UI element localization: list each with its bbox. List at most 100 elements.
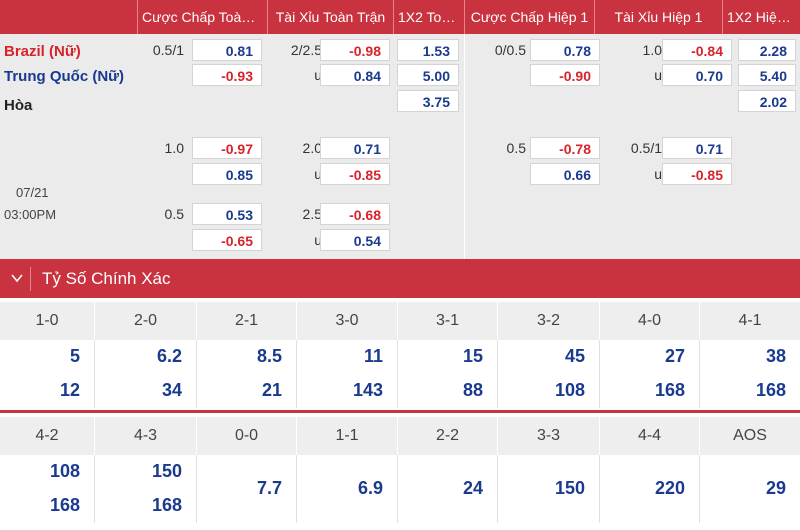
ou-ft-under-odds[interactable]: 0.84 [320, 64, 390, 86]
chevron-down-icon[interactable] [10, 271, 24, 285]
alt2-ah-ft-away-odds[interactable]: -0.65 [192, 229, 262, 251]
alt1-ah-ft-away-odds[interactable]: 0.85 [192, 163, 262, 185]
spacer [0, 413, 800, 417]
ou-ft-over-odds[interactable]: -0.98 [320, 39, 390, 61]
ah-h1-home-odds[interactable]: 0.78 [530, 39, 600, 61]
x12-ft-draw-odds[interactable]: 3.75 [397, 90, 459, 112]
home-score-odds[interactable]: 15 [462, 346, 483, 366]
score-label: 4-2 [0, 417, 95, 455]
score-cell: 6.9 [297, 455, 398, 523]
ah-h1-away-odds[interactable]: -0.90 [530, 64, 600, 86]
away-score-odds[interactable]: 21 [261, 380, 282, 400]
away-score-odds[interactable]: 108 [554, 380, 585, 400]
draw-score-odds[interactable]: 150 [554, 478, 585, 498]
ah-ft-home-odds[interactable]: 0.81 [192, 39, 262, 61]
home-score-odds[interactable]: 6.2 [156, 346, 182, 366]
alt1-ou-ft-line: 2.0 [302, 140, 322, 156]
home-score-odds[interactable]: 150 [151, 461, 182, 481]
ah-ft-away-odds[interactable]: -0.93 [192, 64, 262, 86]
away-score-odds[interactable]: 34 [161, 380, 182, 400]
home-score-odds[interactable]: 38 [765, 346, 786, 366]
alt1-ou-h1-over-odds[interactable]: 0.71 [662, 137, 732, 159]
away-score-odds[interactable]: 12 [59, 380, 80, 400]
home-score-odds[interactable]: 8.5 [256, 346, 282, 366]
draw-score-odds[interactable]: 7.7 [256, 478, 282, 498]
aos-odds[interactable]: 29 [765, 478, 786, 498]
away-score-odds[interactable]: 168 [654, 380, 685, 400]
score-cell: 220 [600, 455, 700, 523]
home-score-odds[interactable]: 5 [69, 346, 80, 366]
ah-h1-line: 0/0.5 [494, 42, 526, 58]
correct-score-section-header[interactable]: Tỷ Số Chính Xác [0, 259, 800, 298]
spacer [0, 298, 800, 302]
x12-h1-draw-odds[interactable]: 2.02 [738, 90, 796, 112]
score-cell: 150 [498, 455, 600, 523]
draw-label: Hòa [4, 97, 33, 114]
score-label: 3-1 [398, 302, 498, 340]
score-label: AOS [733, 427, 767, 444]
draw-score-odds[interactable]: 24 [462, 478, 483, 498]
ou-h1-under-label: u [654, 67, 662, 83]
alt2-ou-ft-line: 2.5 [302, 206, 322, 222]
ou-h1-under-odds[interactable]: 0.70 [662, 64, 732, 86]
alt1-ah-ft-home-odds[interactable]: -0.97 [192, 137, 262, 159]
draw-score-odds[interactable]: 220 [654, 478, 685, 498]
score-label: 3-3 [498, 417, 600, 455]
away-team-name[interactable]: Trung Quốc (Nữ) [4, 68, 125, 85]
alt2-ou-ft-over-odds[interactable]: -0.68 [320, 203, 390, 225]
ou-ft-under-label: u [314, 67, 322, 83]
score-cell: 7.7 [197, 455, 297, 523]
score-label: 2-2 [398, 417, 498, 455]
home-team-name[interactable]: Brazil (Nữ) [4, 43, 81, 60]
away-score-odds[interactable]: 168 [755, 380, 786, 400]
score-cell: 27 168 [600, 340, 700, 408]
ou-ft-line: 2/2.5 [290, 42, 322, 58]
away-score-odds[interactable]: 88 [462, 380, 483, 400]
home-score-odds[interactable]: 11 [363, 346, 383, 366]
alt2-ah-ft-line: 0.5 [164, 206, 184, 222]
score-cell: 6.2 34 [95, 340, 197, 408]
score-label: 4-3 [95, 417, 197, 455]
x12-ft-home-odds[interactable]: 1.53 [397, 39, 459, 61]
score-label: 2-0 [95, 302, 197, 340]
away-score-odds[interactable]: 168 [49, 495, 80, 515]
alt1-ah-h1-away-odds[interactable]: 0.66 [530, 163, 600, 185]
ah-ft-line: 0.5/1 [152, 42, 184, 58]
ou-h1-over-odds[interactable]: -0.84 [662, 39, 732, 61]
row-divider [0, 410, 800, 413]
header-ah-full[interactable]: Cược Chấp Toàn Trận [138, 0, 268, 34]
alt1-ou-ft-over-odds[interactable]: 0.71 [320, 137, 390, 159]
score-label: 3-2 [498, 302, 600, 340]
away-score-odds[interactable]: 143 [352, 380, 383, 400]
header-ou-full[interactable]: Tài Xỉu Toàn Trận [268, 0, 394, 34]
odds-panel: Brazil (Nữ) Trung Quốc (Nữ) Hòa 07/21 03… [0, 34, 800, 259]
away-score-odds[interactable]: 168 [151, 495, 182, 515]
match-time: 03:00PM [4, 207, 57, 222]
match-datetime: 07/21 03:00PM [4, 182, 74, 226]
alt1-ou-ft-under-label: u [314, 166, 322, 182]
home-score-odds[interactable]: 45 [564, 346, 585, 366]
header-1x2-full[interactable]: 1X2 Toàn Trận [394, 0, 465, 34]
header-ou-h1[interactable]: Tài Xỉu Hiệp 1 [595, 0, 723, 34]
alt2-ou-ft-under-odds[interactable]: 0.54 [320, 229, 390, 251]
x12-ft-away-odds[interactable]: 5.00 [397, 64, 459, 86]
score-cell: 11 143 [297, 340, 398, 408]
score-label: 1-0 [0, 302, 95, 340]
alt1-ou-h1-under-odds[interactable]: -0.85 [662, 163, 732, 185]
header-ah-h1[interactable]: Cược Chấp Hiệp 1 [465, 0, 595, 34]
alt1-ou-ft-under-odds[interactable]: -0.85 [320, 163, 390, 185]
draw-score-odds[interactable]: 6.9 [357, 478, 383, 498]
score-odds-row-1: 5 12 6.2 34 8.5 21 11 143 15 88 45 108 2… [0, 340, 800, 408]
home-score-odds[interactable]: 108 [49, 461, 80, 481]
header-1x2-h1[interactable]: 1X2 Hiệp 1 [727, 9, 797, 25]
score-label: 2-1 [197, 302, 297, 340]
alt1-ou-h1-under-label: u [654, 166, 662, 182]
score-label-row-2: 4-2 4-3 0-0 1-1 2-2 3-3 4-4 AOS [0, 417, 800, 455]
score-label: 0-0 [197, 417, 297, 455]
home-score-odds[interactable]: 27 [664, 346, 685, 366]
x12-h1-away-odds[interactable]: 5.40 [738, 64, 796, 86]
x12-h1-home-odds[interactable]: 2.28 [738, 39, 796, 61]
alt1-ah-h1-home-odds[interactable]: -0.78 [530, 137, 600, 159]
alt1-ou-h1-line: 0.5/1 [630, 140, 662, 156]
alt2-ah-ft-home-odds[interactable]: 0.53 [192, 203, 262, 225]
